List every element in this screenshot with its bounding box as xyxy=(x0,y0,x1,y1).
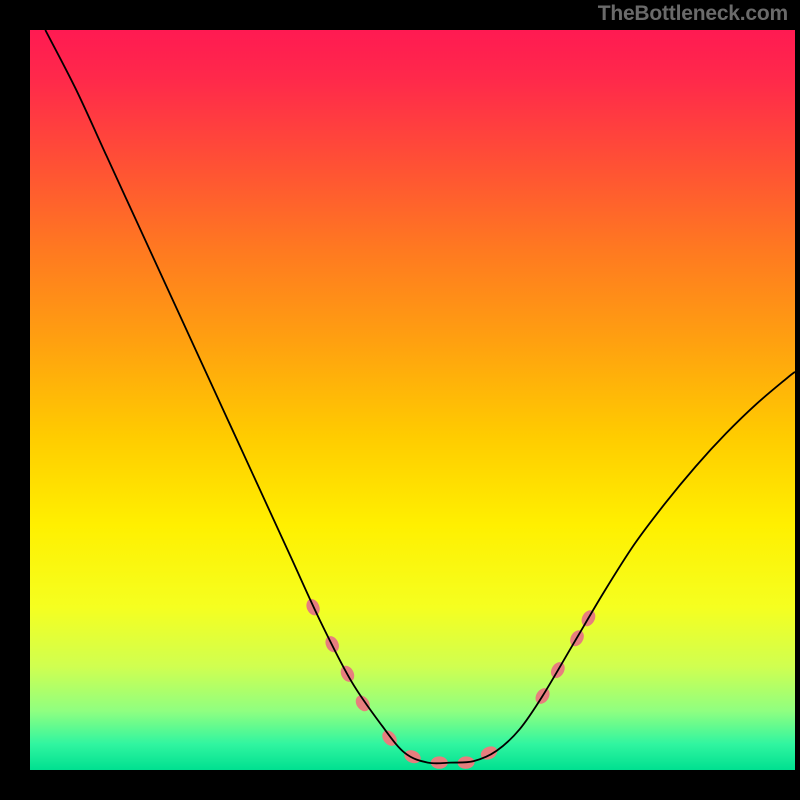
plot-area xyxy=(30,30,795,770)
marker-point xyxy=(402,748,422,766)
chart-svg xyxy=(30,30,795,770)
marker-group xyxy=(304,597,598,769)
marker-point xyxy=(353,693,373,714)
bottleneck-curve xyxy=(45,30,795,763)
chart-frame: TheBottleneck.com xyxy=(0,0,800,800)
watermark-text: TheBottleneck.com xyxy=(598,2,788,26)
